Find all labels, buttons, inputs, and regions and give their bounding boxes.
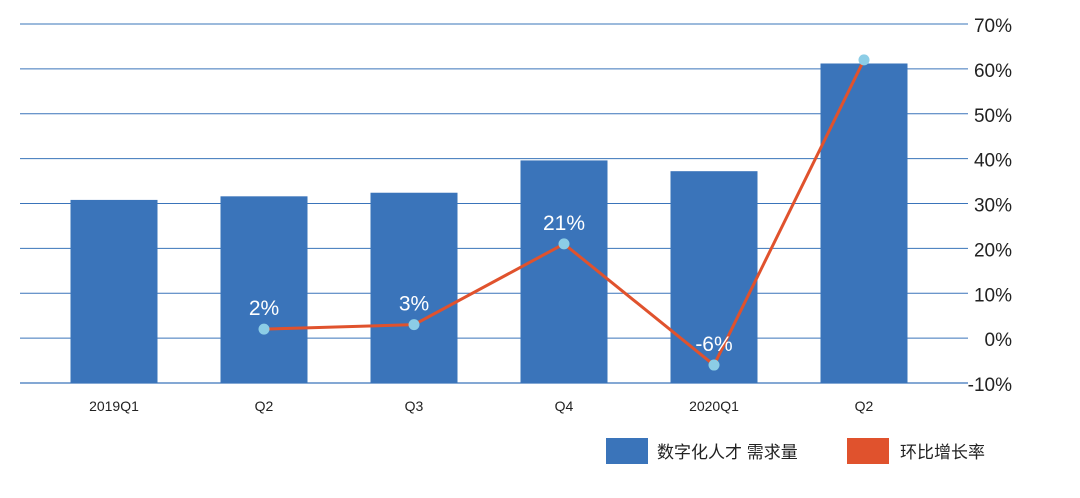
y-tick-label: 60% xyxy=(974,61,1012,82)
x-tick-label: Q4 xyxy=(555,398,574,414)
legend: 数字化人才 需求量 环比增长率 xyxy=(606,438,985,464)
bar xyxy=(220,196,308,383)
y-tick-label: 50% xyxy=(974,106,1012,127)
line-point xyxy=(558,238,570,250)
legend-swatch-growth xyxy=(847,438,889,464)
y-tick-label: 20% xyxy=(974,240,1012,261)
bar xyxy=(370,192,458,383)
data-label: 3% xyxy=(399,293,429,316)
line-series: 2% 3% 21% -6% 62% xyxy=(249,28,885,371)
x-tick-label: 2019Q1 xyxy=(89,398,139,414)
y-tick-label: 0% xyxy=(985,330,1013,351)
line-point xyxy=(858,54,870,66)
y-tick-label: -10% xyxy=(968,375,1012,396)
legend-label-demand: 数字化人才 需求量 xyxy=(657,443,798,462)
data-label: 2% xyxy=(249,297,279,320)
x-tick-label: 2020Q1 xyxy=(689,398,739,414)
right-axis-ticks: -10% 0% 10% 20% 30% 40% 50% 60% 70% xyxy=(968,16,1012,396)
data-label: 62% xyxy=(843,28,885,51)
line-point xyxy=(258,323,270,335)
y-tick-label: 10% xyxy=(974,285,1012,306)
x-tick-label: Q2 xyxy=(255,398,274,414)
bar xyxy=(520,160,608,383)
bar-series xyxy=(70,63,908,384)
data-label: -6% xyxy=(695,333,732,356)
bar xyxy=(820,63,908,384)
y-tick-label: 30% xyxy=(974,196,1012,217)
y-tick-label: 40% xyxy=(974,151,1012,172)
legend-swatch-demand xyxy=(606,438,648,464)
grid-lines xyxy=(20,23,968,384)
y-tick-label: 70% xyxy=(974,16,1012,37)
line-point xyxy=(408,319,420,331)
legend-label-growth: 环比增长率 xyxy=(900,443,985,462)
x-axis-ticks: 2019Q1 Q2 Q3 Q4 2020Q1 Q2 xyxy=(89,398,873,414)
bar xyxy=(670,171,758,383)
data-label: 21% xyxy=(543,212,585,235)
line-point xyxy=(708,359,720,371)
bar xyxy=(70,199,158,383)
x-tick-label: Q2 xyxy=(855,398,874,414)
x-tick-label: Q3 xyxy=(405,398,424,414)
